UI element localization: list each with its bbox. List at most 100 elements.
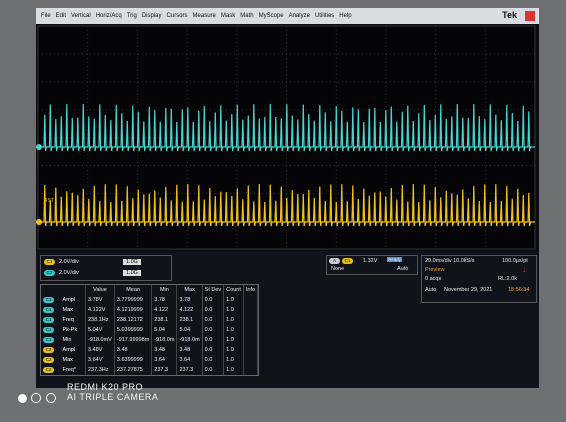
menu-item[interactable]: Display	[141, 13, 162, 19]
table-cell: 0.0	[202, 365, 225, 375]
table-cell: 1.0	[223, 365, 244, 375]
header-row: Value Mean Min Max St Dev Count Info	[41, 285, 259, 295]
measurement-table: Value Mean Min Max St Dev Count Info C1 Ampl 3.78…	[41, 285, 259, 375]
table-cell: C2	[41, 345, 61, 355]
table-cell: 3.48	[151, 345, 178, 355]
menu-item[interactable]: Edit	[55, 13, 67, 19]
header-cell: Value	[85, 285, 115, 295]
table-cell: 3.78	[176, 295, 203, 305]
table-cell	[243, 295, 259, 305]
table-cell: 3.7799999	[114, 295, 153, 305]
table-cell: 5.0399999	[114, 325, 153, 335]
time: 18:56:34	[508, 287, 530, 293]
menu-item[interactable]: Measure	[192, 13, 216, 19]
date: November 29, 2021	[444, 287, 493, 293]
table-cell	[243, 355, 259, 365]
table-cell: 0.0	[202, 325, 225, 335]
table-cell: Ampl	[60, 345, 86, 355]
table-cell: 237.3	[176, 365, 203, 375]
menu-item[interactable]: Math	[240, 13, 254, 19]
header-cell: St Dev	[202, 285, 225, 295]
table-row: C1 Min -918.0mV -917.99998m -918.0m -918.0m 0.…	[41, 335, 259, 345]
bottom-panel: C1 2.0V/div 1.0G C2 2.0V/div 1.0G A C1 1.32V …	[36, 251, 539, 388]
table-cell: -918.0mV	[85, 335, 115, 345]
menu-item[interactable]: Mask	[220, 13, 236, 19]
table-cell: 0.0	[202, 345, 225, 355]
table-cell: 238.12172	[114, 315, 153, 325]
table-cell: 0.0	[202, 295, 225, 305]
table-cell: 0.0	[202, 355, 225, 365]
table-cell: 1.0	[223, 335, 244, 345]
channel-row: C1 2.0V/div 1.0G	[44, 257, 168, 267]
camera-dots	[18, 390, 56, 408]
table-cell: Freq	[60, 315, 86, 325]
table-cell	[243, 325, 259, 335]
table-cell: 3.6399999	[114, 355, 153, 365]
table-cell: 4.122	[176, 305, 203, 315]
table-cell: 3.48	[176, 345, 203, 355]
table-cell: 0.0	[202, 315, 225, 325]
table-cell	[243, 365, 259, 375]
menu-item[interactable]: Vertical	[71, 13, 91, 19]
record-length: RL:2.0k	[498, 276, 517, 282]
table-cell: 1.0	[223, 345, 244, 355]
menu-item[interactable]: Horiz/Acq	[95, 13, 122, 19]
table-cell: 238.1Hz	[85, 315, 115, 325]
table-cell: C1	[41, 315, 61, 325]
table-cell: -917.99998m	[114, 335, 153, 345]
table-cell: -918.0m	[151, 335, 178, 345]
table-cell: C1	[41, 335, 61, 345]
channel-badge: C1	[44, 259, 55, 265]
table-cell	[243, 305, 259, 315]
scope-screen: File Edit Vertical Horiz/Acq Trig Display Curs…	[36, 8, 539, 388]
table-cell: 3.48	[114, 345, 153, 355]
channel-list: C1 2.0V/div 1.0G C2 2.0V/div 1.0G	[41, 257, 171, 278]
trigger-box: A C1 1.32V Ready None Auto	[326, 255, 418, 275]
trigger-level: 1.32V	[363, 258, 378, 264]
table-cell: -918.0m	[176, 335, 203, 345]
table-cell	[243, 315, 259, 325]
close-button[interactable]	[525, 11, 535, 21]
waveform-area: RST	[36, 25, 536, 250]
channel-badge: C2	[43, 357, 54, 363]
menu-item[interactable]: File	[41, 13, 51, 19]
table-cell: Freq*	[60, 365, 86, 375]
table-cell: C1	[41, 305, 61, 315]
stop-arrow: ↓	[522, 265, 526, 274]
c2-marker	[36, 144, 42, 150]
menu-bar: File Edit Vertical Horiz/Acq Trig Display Curs…	[36, 8, 539, 24]
acquisition-box: 20.0ms/div 10.0kS/s 100.0µs/pt Preview ↓…	[421, 255, 537, 303]
table-row: C1 Max 4.122V 4.1219999 4.122 4.122 0.0 1.0	[41, 305, 259, 315]
table-cell: Max	[60, 355, 86, 365]
menu-item[interactable]: Cursors	[166, 13, 188, 19]
channel-bandwidth: 1.0G	[123, 270, 141, 276]
table-cell: 0.0	[202, 305, 225, 315]
table-cell: 1.0	[223, 325, 244, 335]
table-cell: C2	[41, 355, 61, 365]
watermark-model: REDMI K20 PRO	[67, 382, 144, 392]
menu-item[interactable]: MyScope	[258, 13, 284, 19]
menu-item[interactable]: Analyze	[288, 13, 310, 19]
table-cell: 1.0	[223, 305, 244, 315]
watermark-camera: AI TRIPLE CAMERA	[67, 392, 159, 402]
table-cell: 238.1	[176, 315, 203, 325]
table-cell: 1.0	[223, 295, 244, 305]
table-row: C1 Pk-Pk 5.04V 5.0399999 5.04 5.04 0.0 1.0	[41, 325, 259, 335]
channel-bandwidth: 1.0G	[123, 259, 141, 265]
table-cell: 4.1219999	[114, 305, 153, 315]
channel-badge: C1	[43, 307, 54, 313]
channel-badge: C1	[43, 327, 54, 333]
table-cell: 5.04V	[85, 325, 115, 335]
menu-item[interactable]: Trig	[126, 13, 137, 19]
table-cell: 5.04	[176, 325, 203, 335]
menu-item[interactable]: Utilities	[314, 13, 335, 19]
trigger-icon: A	[329, 258, 340, 264]
trigger-status: Ready	[387, 257, 403, 262]
channel-badge: C2	[43, 347, 54, 353]
table-row: C2 Freq* 237.3Hz 237.27875 237.3 237.3 0.0 1.0	[41, 365, 259, 375]
menu-item[interactable]: Help	[339, 13, 352, 19]
menu-items: File Edit Vertical Horiz/Acq Trig Display Curs…	[36, 13, 352, 19]
table-cell: 237.3Hz	[85, 365, 115, 375]
table-cell: Min	[60, 335, 86, 345]
acq-mode: Auto	[425, 287, 437, 293]
